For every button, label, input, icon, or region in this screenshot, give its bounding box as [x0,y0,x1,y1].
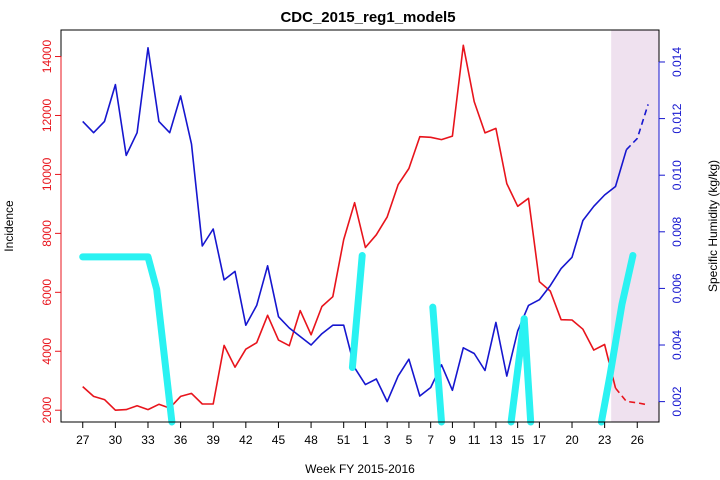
right-axis-title: Specific Humidity (kg/kg) [706,160,720,292]
x-axis-tick-label: 30 [109,433,123,447]
right-axis-tick-label: 0.002 [670,386,684,416]
left-axis-tick-label: 8000 [40,220,54,247]
x-axis-tick-label: 33 [141,433,155,447]
x-axis-tick-label: 20 [565,433,579,447]
chart-title: CDC_2015_reg1_model5 [280,9,455,26]
left-axis-tick-label: 10000 [40,157,54,191]
right-axis-tick-label: 0.012 [670,103,684,133]
x-axis-tick-label: 45 [272,433,286,447]
x-axis-tick-label: 23 [598,433,612,447]
x-axis-tick-label: 5 [406,433,413,447]
x-axis-tick-label: 1 [362,433,369,447]
x-axis-tick-label: 36 [174,433,188,447]
left-axis-tick-label: 2000 [40,397,54,424]
x-axis: 27 30 33 36 39 42 45 48 51 1 3 5 7 9 11 13 15 17 20 23 26 [76,421,645,447]
left-axis-tick-label: 4000 [40,338,54,365]
right-axis-tick-label: 0.008 [670,216,684,246]
series-layer [79,44,649,426]
left-y-axis: 2000 4000 6000 8000 10000 12000 14000 [40,40,62,424]
cyan-series-segment [429,303,445,426]
cyan-series-segment [79,253,176,426]
x-axis-tick-label: 17 [533,433,547,447]
humidity-forecast-line [625,104,649,151]
forecast-shaded-region [611,30,659,422]
x-axis-tick-label: 11 [468,433,481,447]
cyan-series-segment [520,315,535,426]
x-axis-tick-label: 15 [511,433,525,447]
x-axis-tick-label: 48 [304,433,318,447]
right-axis-tick-label: 0.006 [670,273,684,303]
right-axis-tick-label: 0.014 [670,47,684,77]
x-axis-tick-label: 39 [207,433,221,447]
x-axis-tick-label: 13 [489,433,503,447]
x-axis-tick-label: 42 [239,433,253,447]
x-axis-tick-label: 26 [631,433,645,447]
cyan-series-segment [348,252,366,371]
left-axis-title: Incidence [2,200,16,252]
right-axis-tick-label: 0.004 [670,330,684,360]
x-axis-tick-label: 3 [384,433,391,447]
right-y-axis: 0.002 0.004 0.006 0.008 0.010 0.012 0.014 [658,47,684,417]
left-axis-tick-label: 14000 [40,40,54,74]
x-axis-tick-label: 9 [449,433,456,447]
x-axis-title: Week FY 2015-2016 [305,462,415,476]
x-axis-tick-label: 27 [76,433,90,447]
left-axis-tick-label: 12000 [40,98,54,132]
x-axis-tick-label: 51 [337,433,351,447]
cyan-series-segment [597,252,637,426]
right-axis-tick-label: 0.010 [670,160,684,190]
incidence-forecast-line [614,387,649,406]
x-axis-tick-label: 7 [427,433,434,447]
left-axis-tick-label: 6000 [40,279,54,306]
